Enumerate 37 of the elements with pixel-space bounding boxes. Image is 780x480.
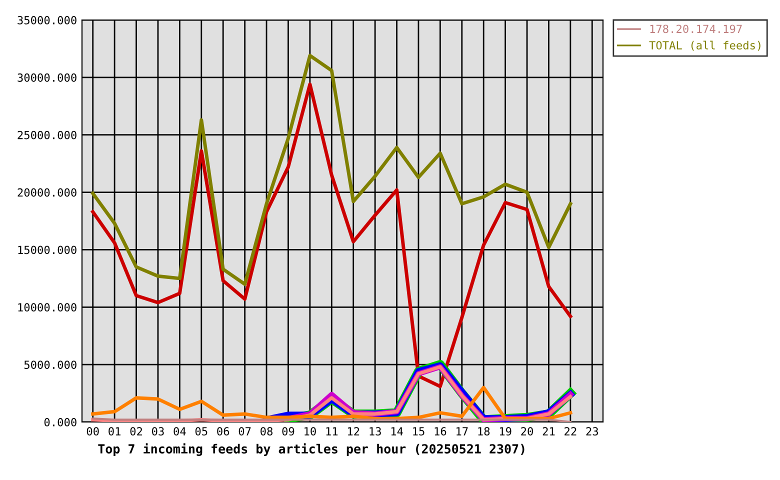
legend-label: TOTAL (all feeds) xyxy=(649,40,760,51)
x-tick-label: 17 xyxy=(456,427,468,436)
x-tick-label: 12 xyxy=(348,427,360,436)
x-tick-label: 15 xyxy=(413,427,424,436)
x-tick-label: 03 xyxy=(152,427,164,436)
x-tick-label: 18 xyxy=(478,427,490,436)
y-tick-label: 35000.000 xyxy=(18,16,76,24)
x-tick-label: 16 xyxy=(434,427,446,436)
x-tick-label: 21 xyxy=(542,427,555,436)
x-tick-label: 05 xyxy=(195,427,208,436)
line-series xyxy=(91,54,572,286)
x-tick-label: 10 xyxy=(304,427,316,436)
x-tick-label: 14 xyxy=(391,427,403,436)
x-axis-title: Top 7 incoming feeds by articles per hour (20250521 2307) xyxy=(98,443,524,456)
line-series xyxy=(91,82,572,388)
x-tick-label: 19 xyxy=(500,427,512,436)
y-tick-label: 25000.000 xyxy=(18,130,76,140)
x-tick-label: 20 xyxy=(521,427,533,436)
x-tick-label: 08 xyxy=(260,427,272,436)
y-tick-label: 30000.000 xyxy=(18,73,76,82)
x-tick-label: 09 xyxy=(282,427,294,436)
x-tick-label: 07 xyxy=(238,427,251,436)
x-tick-label: 22 xyxy=(564,427,576,436)
legend-label: 178.20.174.197 xyxy=(650,24,742,34)
y-tick-label: 20000.000 xyxy=(18,188,76,197)
x-tick-label: 00 xyxy=(86,427,99,436)
x-tick-label: 13 xyxy=(370,427,381,436)
y-tick-label: 5000.000 xyxy=(24,360,76,369)
x-tick-label: 06 xyxy=(217,427,230,436)
x-tick-label: 11 xyxy=(326,427,338,436)
x-tick-label: 04 xyxy=(174,427,186,436)
x-tick-label: 01 xyxy=(108,427,120,436)
y-tick-label: 10000.000 xyxy=(18,303,76,312)
x-tick-label: 23 xyxy=(586,427,598,436)
x-tick-label: 02 xyxy=(130,427,142,436)
y-tick-label: 0.000 xyxy=(44,418,76,426)
y-tick-label: 15000.000 xyxy=(18,246,76,254)
